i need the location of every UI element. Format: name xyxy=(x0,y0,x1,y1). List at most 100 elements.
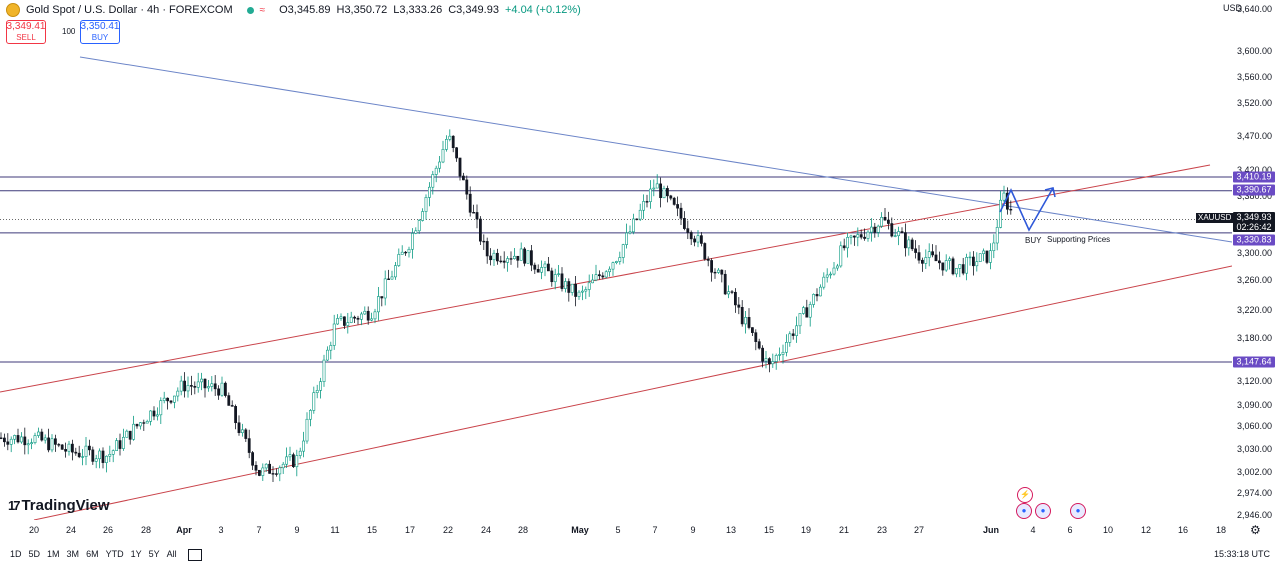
candle-body xyxy=(723,273,727,295)
us-flag-event-icon[interactable]: ● xyxy=(1035,503,1051,519)
candle-body xyxy=(778,354,782,356)
candle-body xyxy=(835,265,839,269)
candle-body xyxy=(873,226,877,233)
candle-body xyxy=(720,269,724,275)
period-1m[interactable]: 1M xyxy=(47,549,60,559)
candle-body xyxy=(710,260,714,273)
candle-body xyxy=(506,258,510,263)
time-tick-label: 9 xyxy=(690,525,696,535)
candle-body xyxy=(271,473,275,475)
candle-body xyxy=(570,283,574,293)
candle-body xyxy=(757,341,761,349)
candle-body xyxy=(611,262,615,270)
candle-body xyxy=(659,183,663,199)
symbol-title[interactable]: Gold Spot / U.S. Dollar · 4h · FOREXCOM xyxy=(26,4,233,16)
candle-body xyxy=(880,216,884,227)
period-5d[interactable]: 5D xyxy=(28,549,41,559)
candle-body xyxy=(982,250,986,254)
candle-body xyxy=(162,397,166,401)
period-6m[interactable]: 6M xyxy=(86,549,99,559)
candle-body xyxy=(322,359,326,382)
bar-countdown: 02:26:42 xyxy=(1236,222,1272,232)
candle-body xyxy=(190,385,193,387)
candle-body xyxy=(207,386,210,389)
candle-body xyxy=(332,323,336,346)
candle-body xyxy=(730,291,734,293)
ohlc-high: H3,350.72 xyxy=(336,4,388,16)
candle-body xyxy=(427,186,431,198)
settings-gear-icon[interactable]: ⚙ xyxy=(1250,523,1261,537)
candle-body xyxy=(237,422,241,434)
time-tick-label: 20 xyxy=(28,525,40,535)
period-1y[interactable]: 1Y xyxy=(130,549,142,559)
channel-lower-line xyxy=(33,265,1232,520)
candle-body xyxy=(985,250,989,263)
time-tick-label: 4 xyxy=(1030,525,1036,535)
us-flag-event-icon[interactable]: ● xyxy=(1016,503,1032,519)
candle-body xyxy=(74,451,78,454)
candle-body xyxy=(635,218,639,221)
time-tick-label: 3 xyxy=(218,525,224,535)
currency-label[interactable]: USD xyxy=(1222,3,1242,13)
sell-button[interactable]: 3,349.41 SELL xyxy=(6,20,46,44)
time-tick-label: Jun xyxy=(982,525,1000,535)
time-tick-label: 17 xyxy=(404,525,416,535)
candle-body xyxy=(914,248,918,253)
candle-body xyxy=(241,429,244,434)
candle-body xyxy=(200,378,204,383)
candle-body xyxy=(699,235,703,244)
us-flag-event-icon[interactable]: ● xyxy=(1070,503,1086,519)
candle-body xyxy=(13,435,17,440)
candle-body xyxy=(859,234,863,238)
candle-body xyxy=(747,317,751,328)
candle-body xyxy=(662,188,666,199)
utc-clock[interactable]: 15:33:18 UTC xyxy=(1213,549,1270,559)
time-tick-label: 7 xyxy=(256,525,262,535)
candle-body xyxy=(696,235,700,243)
candle-body xyxy=(672,197,676,205)
period-all[interactable]: All xyxy=(166,549,177,559)
buy-price: 3,350.41 xyxy=(80,21,120,32)
spread-value: 100 xyxy=(62,27,76,36)
time-tick-label: 7 xyxy=(652,525,658,535)
buy-button[interactable]: 3,350.41 BUY xyxy=(80,20,120,44)
last-price: 3,349.93 xyxy=(1236,212,1272,222)
candle-body xyxy=(856,234,860,238)
candle-body xyxy=(492,252,496,261)
price-chart[interactable] xyxy=(0,0,1232,520)
candle-body xyxy=(883,216,887,221)
candle-body xyxy=(122,436,125,449)
candle-body xyxy=(176,390,180,397)
candle-body xyxy=(254,464,258,471)
candle-body xyxy=(689,232,693,240)
candle-body xyxy=(988,250,992,263)
candle-body xyxy=(159,400,163,416)
candle-body xyxy=(550,270,554,283)
period-3m[interactable]: 3M xyxy=(66,549,80,559)
candle-body xyxy=(400,251,404,255)
time-tick-label: 28 xyxy=(140,525,152,535)
candle-body xyxy=(373,311,377,320)
candle-body xyxy=(417,220,421,232)
candle-body xyxy=(308,410,312,420)
candle-body xyxy=(145,421,149,424)
candle-body xyxy=(458,157,462,177)
candle-body xyxy=(839,245,843,267)
candle-body xyxy=(81,456,85,458)
candle-body xyxy=(71,443,74,453)
time-tick-label: 15 xyxy=(366,525,378,535)
candle-body xyxy=(179,380,183,392)
symbol-header: Gold Spot / U.S. Dollar · 4h · FOREXCOM … xyxy=(6,2,581,18)
period-5y[interactable]: 5Y xyxy=(148,549,160,559)
time-tick-label: 15 xyxy=(763,525,775,535)
candle-body xyxy=(907,239,911,249)
period-ytd[interactable]: YTD xyxy=(105,549,124,559)
time-tick-label: 28 xyxy=(517,525,529,535)
candle-body xyxy=(91,449,95,462)
calendar-icon[interactable] xyxy=(187,549,202,561)
candle-body xyxy=(288,454,292,458)
candle-body xyxy=(682,218,686,229)
period-1d[interactable]: 1D xyxy=(10,549,22,559)
lightning-event-icon[interactable]: ⚡ xyxy=(1017,487,1033,503)
price-tick-label: 3,470.00 xyxy=(1237,131,1273,141)
